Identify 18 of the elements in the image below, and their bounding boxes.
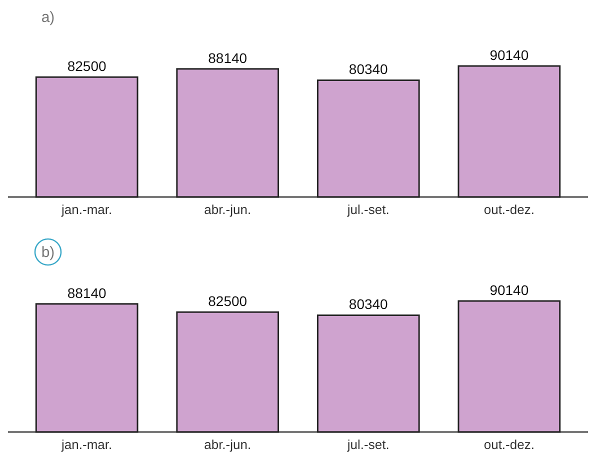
data-label: 90140 [490, 47, 529, 63]
chart-title: a) [41, 9, 55, 26]
data-label: 90140 [490, 282, 529, 298]
data-label: 82500 [208, 293, 248, 310]
x-tick-label: jan.-mar. [60, 202, 112, 217]
x-tick-label: abr.-jun. [204, 202, 252, 217]
x-tick-label: out.-dez. [484, 202, 534, 217]
x-tick-label: out.-dez. [484, 437, 534, 452]
x-tick-label: jan.-mar. [60, 437, 112, 452]
data-label: 82500 [67, 58, 107, 74]
x-tick-label: abr.-jun. [204, 437, 252, 452]
chart-title: b) [41, 244, 55, 261]
data-label: 80340 [348, 61, 388, 78]
data-label: 80340 [348, 296, 388, 312]
data-label: 88140 [208, 50, 248, 66]
x-tick-label: jul.-set. [346, 437, 390, 452]
x-tick-label: jul.-set. [346, 202, 390, 217]
data-label: 88140 [67, 284, 107, 301]
